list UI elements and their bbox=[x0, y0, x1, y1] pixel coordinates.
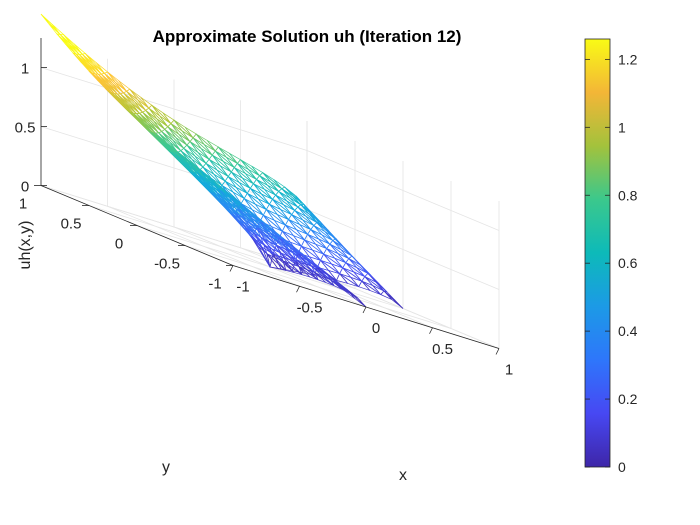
mesh-triangle bbox=[51, 24, 65, 35]
mesh-triangle bbox=[295, 195, 308, 213]
mesh-triangle bbox=[273, 179, 286, 190]
colorbar-tick-label: 1 bbox=[618, 119, 626, 135]
mesh-triangle bbox=[211, 154, 232, 173]
z-tick-label: 1 bbox=[21, 61, 29, 78]
x-tick-label: -0.5 bbox=[297, 299, 323, 316]
chart-title: Approximate Solution uh (Iteration 12) bbox=[153, 27, 462, 46]
grid-line bbox=[306, 150, 500, 231]
mesh-triangle bbox=[74, 43, 87, 55]
x-tick-label: -1 bbox=[236, 279, 249, 296]
x-tick bbox=[429, 327, 433, 334]
colorbar-tick-label: 1.2 bbox=[618, 51, 638, 67]
colorbar-tick-label: 0.6 bbox=[618, 255, 638, 271]
x-tick-label: 1 bbox=[505, 362, 513, 379]
grid-line bbox=[306, 209, 500, 290]
z-tick-label: 0 bbox=[21, 179, 29, 196]
mesh-triangle bbox=[162, 112, 175, 125]
mesh-triangle bbox=[218, 146, 238, 164]
z-axis-label: uh(x,y) bbox=[17, 221, 34, 270]
x-tick bbox=[362, 306, 367, 314]
colorbar-tick-label: 0.4 bbox=[618, 323, 638, 339]
colorbar-tick-label: 0 bbox=[618, 459, 626, 475]
x-axis-label: x bbox=[399, 467, 407, 484]
y-tick-label: 1 bbox=[19, 196, 27, 213]
mesh-triangle bbox=[140, 97, 153, 109]
colorbar-tick-label: 0.2 bbox=[618, 391, 638, 407]
mesh-triangle bbox=[118, 80, 131, 92]
mesh-triangle bbox=[40, 13, 61, 35]
mesh-triangle bbox=[207, 140, 219, 152]
z-tick-label: 0.5 bbox=[15, 120, 36, 137]
mesh-triangle bbox=[96, 62, 109, 74]
colorbar-ticks: 0 0.2 0.4 0.6 0.8 1 1.2 bbox=[585, 51, 638, 475]
mesh-triangle bbox=[215, 150, 235, 168]
y-tick-label: 0.5 bbox=[61, 216, 82, 233]
grid-line bbox=[40, 67, 308, 151]
colorbar bbox=[584, 38, 611, 468]
colorbar-tick-label: 0.8 bbox=[618, 187, 638, 203]
grid-line bbox=[184, 245, 452, 329]
x-tick-label: 0 bbox=[372, 320, 380, 337]
mesh-triangle bbox=[192, 137, 213, 156]
x-tick bbox=[296, 286, 300, 293]
surface-mesh bbox=[40, 13, 404, 309]
x-tick-label: 0.5 bbox=[432, 341, 453, 358]
mesh-triangle bbox=[251, 165, 264, 177]
mesh-triangle bbox=[208, 158, 229, 177]
x-tick bbox=[495, 348, 500, 355]
y-tick-label: 0 bbox=[115, 236, 123, 253]
y-tick-label: -0.5 bbox=[154, 256, 180, 273]
mesh-triangle bbox=[184, 126, 197, 139]
y-tick-label: -1 bbox=[208, 276, 221, 293]
x-tick bbox=[229, 265, 234, 272]
mesh-triangle bbox=[229, 152, 242, 164]
mesh-triangle bbox=[195, 133, 216, 152]
mesh-triangle bbox=[240, 159, 260, 176]
y-axis-label: y bbox=[162, 459, 170, 476]
